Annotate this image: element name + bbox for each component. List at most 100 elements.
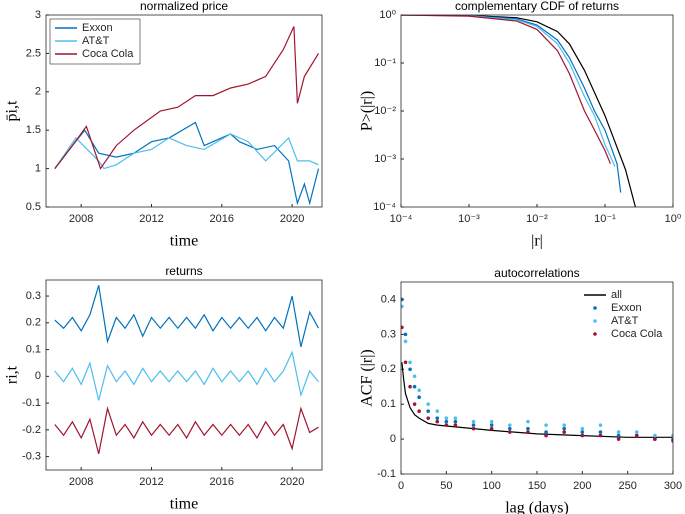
x-tick-label: 100	[482, 480, 500, 492]
legend-label: Coca Cola	[611, 328, 663, 340]
plot-layer	[54, 26, 320, 206]
y-tick-label: 10⁻⁴	[373, 201, 396, 213]
data-point	[580, 430, 585, 434]
data-point	[417, 388, 421, 393]
legend-marker	[593, 332, 597, 336]
x-tick-label: 2020	[280, 213, 304, 225]
y-tick-label: 10⁰	[379, 9, 396, 21]
data-point	[598, 430, 603, 434]
x-tick-label: 200	[573, 480, 591, 492]
data-point	[526, 419, 530, 424]
data-point	[471, 423, 476, 427]
x-tick-label: 10⁻²	[526, 213, 548, 225]
x-tick-label: 300	[664, 480, 682, 492]
x-tick-label: 10⁰	[665, 213, 682, 225]
data-point	[401, 304, 404, 309]
data-point	[403, 339, 408, 344]
legend-label: all	[611, 289, 622, 301]
series-line	[54, 26, 320, 170]
data-point	[408, 360, 412, 365]
data-point	[616, 433, 621, 438]
y-tick-label: 0.2	[381, 363, 396, 375]
series-line	[401, 362, 673, 438]
x-tick-label: 250	[618, 480, 636, 492]
y-tick-label: -0.3	[22, 451, 41, 463]
data-point	[412, 374, 417, 379]
chart-title: normalized price	[140, 0, 228, 13]
data-point	[544, 430, 548, 434]
y-tick-label: 10⁻³	[374, 153, 396, 165]
x-tick-label: 150	[528, 480, 546, 492]
x-tick-label: 2012	[139, 476, 163, 488]
data-point	[671, 433, 673, 438]
x-tick-label: 2008	[69, 476, 93, 488]
data-point	[435, 409, 440, 413]
data-point	[598, 423, 603, 427]
panel: complementary CDF of returns|r|P>(|r|)10…	[359, 0, 682, 250]
data-point	[562, 430, 566, 434]
data-point	[471, 426, 476, 431]
data-point	[412, 384, 417, 389]
plot-area	[401, 15, 673, 207]
data-point	[580, 426, 585, 431]
data-point	[471, 419, 476, 424]
x-axis-label: lag (days)	[505, 500, 569, 514]
data-point	[403, 360, 408, 365]
data-point	[489, 419, 494, 424]
data-point	[417, 395, 421, 400]
data-point	[401, 297, 404, 302]
axes-box	[400, 14, 674, 208]
x-tick-label: 2016	[210, 213, 234, 225]
y-tick-label: 0.1	[381, 398, 396, 410]
data-point	[489, 423, 494, 427]
data-point	[408, 384, 412, 389]
data-point	[444, 419, 449, 424]
data-point	[453, 416, 458, 420]
data-point	[598, 433, 603, 438]
series-line	[54, 350, 319, 401]
x-tick-label: 0	[398, 480, 404, 492]
data-point	[562, 426, 566, 431]
y-tick-label: 2.5	[26, 47, 41, 59]
legend-marker	[593, 306, 597, 310]
y-tick-label: -0.1	[22, 397, 41, 409]
y-axis-label: p̄i,t	[4, 100, 21, 121]
data-point	[526, 426, 530, 431]
x-tick-label: 2016	[210, 476, 234, 488]
data-point	[562, 423, 566, 427]
legend-label: Coca Cola	[82, 48, 134, 60]
series-line	[54, 406, 319, 455]
y-tick-label: 0.1	[26, 343, 41, 355]
data-point	[489, 426, 494, 431]
y-tick-label: 0	[390, 433, 396, 445]
panel: autocorrelations lag (days) ACF (|r|) 0 50 10…	[359, 266, 683, 514]
y-tick-label: 0.2	[26, 317, 41, 329]
y-tick-label: 2	[35, 86, 41, 98]
data-point	[401, 325, 404, 330]
data-point	[412, 402, 417, 406]
legend-marker	[593, 319, 597, 323]
data-point	[435, 419, 440, 424]
data-point	[653, 433, 657, 438]
y-tick-label: 10⁻²	[374, 105, 396, 117]
y-tick-label: 1	[35, 163, 41, 175]
data-point	[426, 402, 431, 406]
data-point	[453, 423, 458, 427]
data-point	[544, 423, 548, 427]
data-point	[508, 430, 512, 434]
data-point	[544, 433, 548, 438]
series-line	[54, 285, 320, 348]
data-point	[616, 437, 621, 441]
y-tick-label: 0.5	[26, 201, 41, 213]
data-point	[408, 367, 412, 372]
data-point	[426, 409, 431, 413]
data-point	[616, 430, 621, 434]
data-point	[526, 430, 530, 434]
data-point	[417, 409, 421, 413]
y-tick-label: 0.3	[26, 290, 41, 302]
plot-layer	[54, 285, 320, 455]
y-tick-label: 10⁻¹	[374, 57, 396, 69]
series-line	[401, 15, 636, 207]
y-tick-label: 0.4	[381, 293, 396, 305]
data-point	[444, 423, 449, 427]
